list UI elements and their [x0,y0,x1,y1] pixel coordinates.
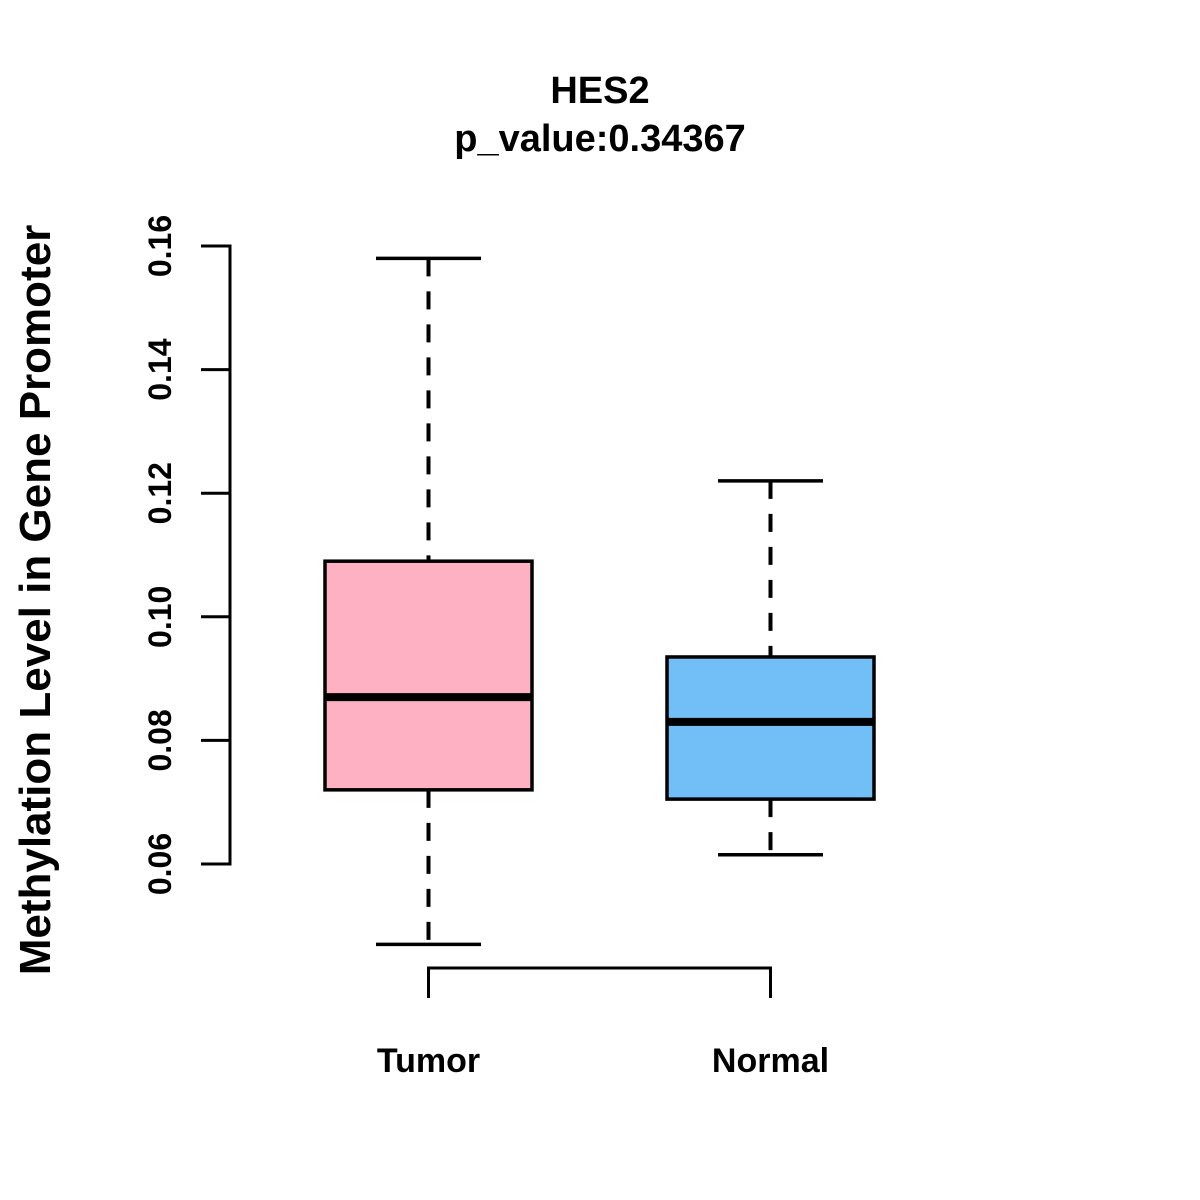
y-tick-label: 0.16 [142,215,178,277]
chart-title: HES2 [550,70,650,112]
comparison-bracket [427,966,772,998]
y-tick-label: 0.14 [142,338,178,400]
y-tick-label: 0.10 [142,586,178,648]
chart-subtitle: p_value:0.34367 [454,118,746,160]
x-tick-label-tumor: Tumor [377,1042,480,1080]
y-tick-label: 0.06 [142,833,178,895]
y-tick-label: 0.08 [142,709,178,771]
x-tick-label-normal: Normal [712,1042,829,1080]
box-tumor [323,559,534,792]
y-tick-label: 0.12 [142,462,178,524]
box-normal [665,655,876,801]
